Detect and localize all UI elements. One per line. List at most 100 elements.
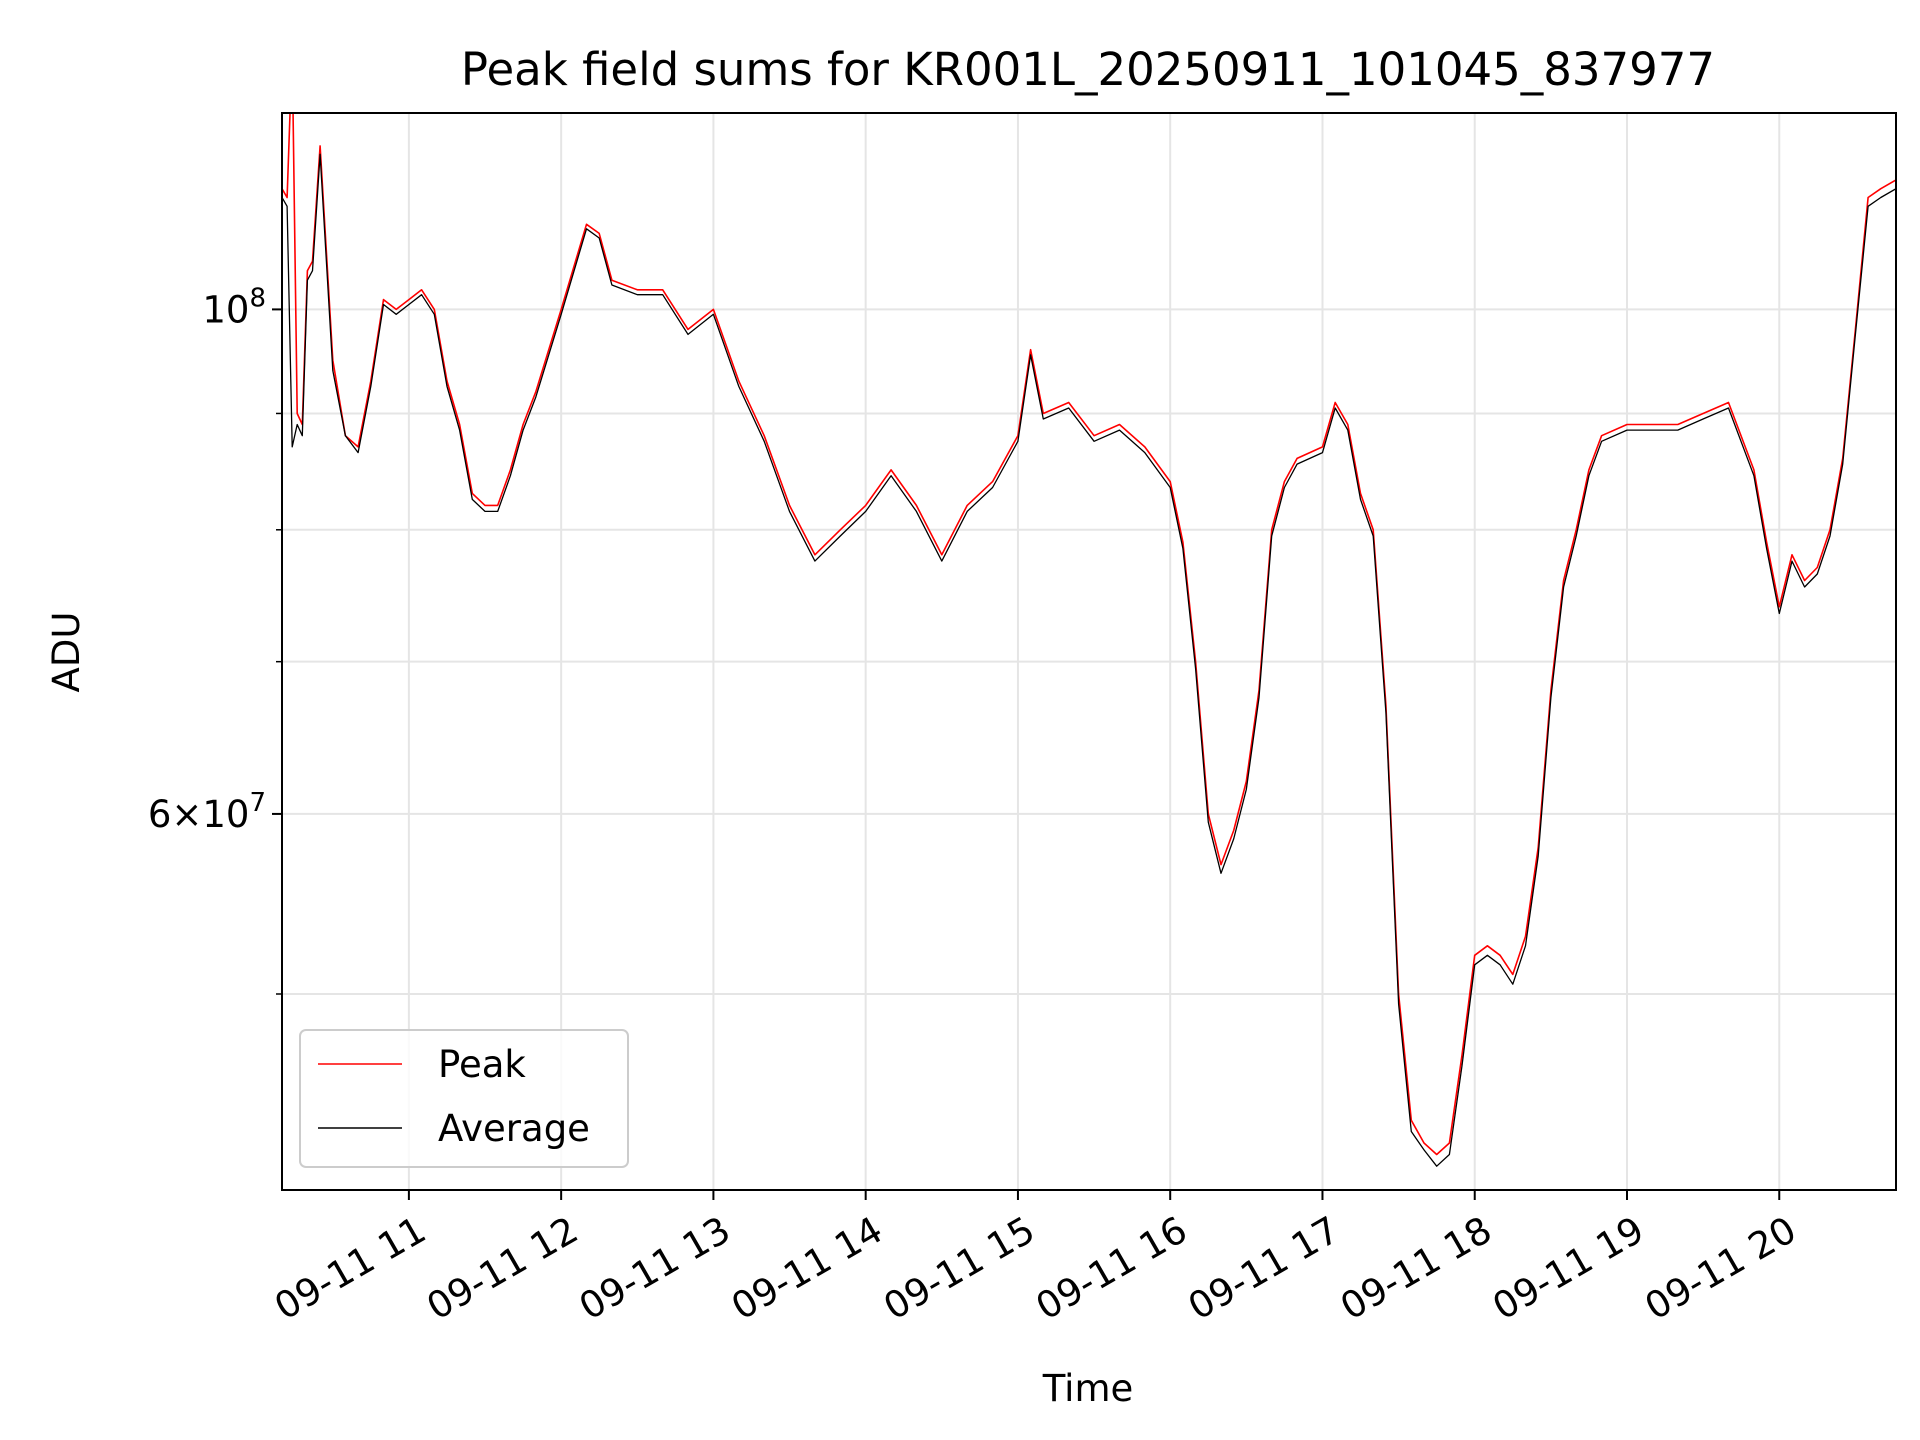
data-point-peak	[561, 309, 562, 310]
data-point-peak	[1119, 424, 1120, 425]
data-point-average	[1068, 407, 1069, 408]
data-point-average	[1246, 789, 1247, 790]
data-point-peak	[1461, 1055, 1462, 1056]
data-point-peak	[421, 289, 422, 290]
data-point-average	[1347, 430, 1348, 431]
data-point-peak	[1297, 458, 1298, 459]
data-point-peak	[662, 289, 663, 290]
data-point-peak	[1030, 349, 1031, 350]
data-point-average	[1335, 407, 1336, 408]
data-point-peak	[1753, 469, 1754, 470]
data-point-peak	[1449, 1142, 1450, 1143]
data-point-average	[1360, 499, 1361, 500]
data-point-peak	[1601, 435, 1602, 436]
data-point-average	[1829, 535, 1830, 536]
data-point-average	[738, 386, 739, 387]
data-point-average	[586, 228, 587, 229]
data-point-peak	[1804, 580, 1805, 581]
data-point-peak	[992, 481, 993, 482]
data-point-average	[1182, 548, 1183, 549]
data-point-peak	[383, 299, 384, 300]
data-point-average	[312, 270, 313, 271]
data-point-average	[1385, 712, 1386, 713]
data-point-average	[1436, 1166, 1437, 1167]
data-point-average	[459, 430, 460, 431]
data-point-average	[1411, 1131, 1412, 1132]
data-point-peak	[713, 309, 714, 310]
data-point-peak	[1880, 188, 1881, 189]
data-point-average	[396, 314, 397, 315]
data-point-average	[1284, 487, 1285, 488]
data-point-peak	[1817, 567, 1818, 568]
data-point-average	[1500, 964, 1501, 965]
data-point-average	[1563, 586, 1564, 587]
data-point-average	[1652, 430, 1653, 431]
data-point-peak	[1068, 402, 1069, 403]
data-point-peak	[687, 329, 688, 330]
y-tick-label: 6×107	[148, 788, 266, 836]
data-point-average	[1297, 464, 1298, 465]
data-point-average	[1043, 418, 1044, 419]
data-point-average	[1449, 1154, 1450, 1155]
data-point-peak	[1144, 446, 1145, 447]
data-point-average	[1588, 475, 1589, 476]
data-point-average	[370, 386, 371, 387]
data-point-average	[941, 561, 942, 562]
plot-frame	[281, 112, 1897, 1191]
data-point-average	[1842, 464, 1843, 465]
data-point-average	[599, 237, 600, 238]
data-point-average	[1626, 430, 1627, 431]
data-point-average	[1220, 873, 1221, 874]
chart-title: Peak field sums for KR001L_20250911_1010…	[461, 43, 1715, 96]
data-point-average	[992, 487, 993, 488]
data-point-peak	[1347, 424, 1348, 425]
data-point-peak	[408, 299, 409, 300]
data-point-average	[535, 397, 536, 398]
data-point-average	[1703, 418, 1704, 419]
data-point-peak	[1233, 830, 1234, 831]
series-line-peak	[282, 113, 1896, 1156]
data-point-peak	[891, 469, 892, 470]
grid	[282, 113, 1896, 1190]
data-point-peak	[396, 309, 397, 310]
data-point-average	[1487, 955, 1488, 956]
data-point-average	[1398, 1003, 1399, 1004]
data-point-average	[1373, 535, 1374, 536]
data-point-peak	[1525, 936, 1526, 937]
data-point-peak	[738, 381, 739, 382]
data-point-average	[1677, 430, 1678, 431]
data-point-peak	[307, 270, 308, 271]
data-point-average	[1753, 475, 1754, 476]
data-point-peak	[865, 505, 866, 506]
data-point-average	[434, 314, 435, 315]
data-point-peak	[1373, 529, 1374, 530]
data-point-peak	[1182, 542, 1183, 543]
data-point-average	[967, 511, 968, 512]
data-point-peak	[916, 505, 917, 506]
data-point-average	[1538, 855, 1539, 856]
data-point-average	[1868, 206, 1869, 207]
data-point-average	[611, 284, 612, 285]
data-point-average	[1525, 945, 1526, 946]
data-point-average	[1423, 1149, 1424, 1150]
data-point-average	[1017, 441, 1018, 442]
data-point-peak	[1868, 197, 1869, 198]
data-point-average	[1804, 586, 1805, 587]
data-point-average	[687, 334, 688, 335]
data-point-peak	[814, 554, 815, 555]
data-point-average	[1880, 197, 1881, 198]
data-point-average	[1461, 1065, 1462, 1066]
data-point-peak	[1588, 469, 1589, 470]
data-point-average	[1258, 697, 1259, 698]
data-point-peak	[1335, 402, 1336, 403]
data-point-peak	[523, 424, 524, 425]
data-point-average	[320, 154, 321, 155]
data-point-average	[523, 430, 524, 431]
data-point-average	[345, 435, 346, 436]
data-point-peak	[611, 280, 612, 281]
data-point-average	[472, 499, 473, 500]
data-point-peak	[1677, 424, 1678, 425]
data-point-average	[510, 475, 511, 476]
